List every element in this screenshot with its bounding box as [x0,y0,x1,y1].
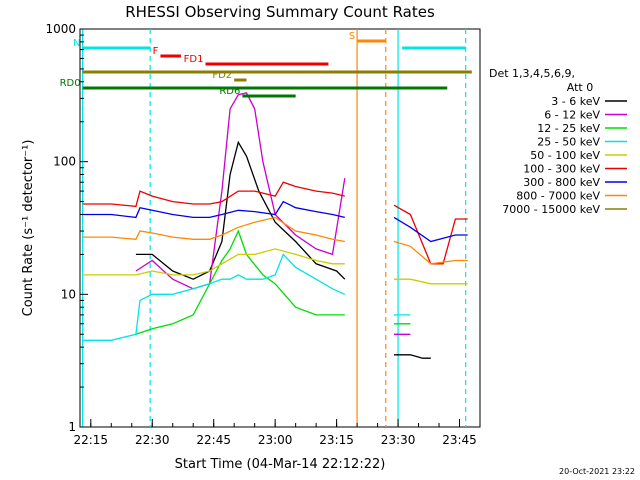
x-tick-label: 22:45 [196,433,231,447]
plot-frame [79,28,481,428]
series-line [82,216,345,243]
series-line [82,253,346,341]
flag-layer: N S F FD1 FD2 RD0 RD6 [60,31,472,98]
series-line [135,92,346,290]
legend-label: 100 - 300 keV [523,163,600,176]
series-line-tail [394,278,468,285]
y-tick-label: 100 [53,155,76,169]
x-tick-label: 23:15 [319,433,354,447]
series-line-tail [394,354,431,359]
y-axis: 1 10 100 1000 [45,22,88,434]
x-axis-title: Start Time (04-Mar-14 22:12:22) [175,457,386,472]
series-layer [82,92,468,359]
flag-label: S [349,31,355,42]
x-tick-label: 23:00 [258,433,293,447]
legend-label: 3 - 6 keV [551,95,600,108]
y-tick-label: 10 [61,287,76,301]
flag-label: RD0 [60,78,81,89]
legend-label: 7000 - 15000 keV [502,203,600,216]
x-tick-label: 23:45 [442,433,477,447]
y-axis-title: Count Rate (s⁻¹ detector⁻¹) [21,140,36,317]
series-line [82,248,345,276]
series-line [135,229,345,335]
flag-label: F [153,46,159,57]
legend-label: 50 - 100 keV [530,149,600,162]
flag-label: RD6 [219,86,240,97]
series-line-tail [393,216,468,243]
x-tick-label: 22:30 [135,433,170,447]
x-tick-label: 23:30 [381,433,416,447]
legend-label: 25 - 50 keV [537,136,600,149]
y-tick-label: 1 [68,420,76,434]
series-line-tail [393,204,468,265]
interval-layer [81,29,467,427]
flag-label: FD1 [184,54,204,65]
x-tick-label: 22:15 [73,433,108,447]
chart-title: RHESSI Observing Summary Count Rates [125,3,435,21]
legend-label: 300 - 800 keV [523,176,600,189]
series-line [82,200,345,219]
series-line-tail [393,240,468,265]
series-line [82,181,345,208]
legend-label: 6 - 12 keV [544,109,600,122]
flag-label: N [73,38,80,49]
legend-title-attenuator: Att 0 [567,81,593,94]
y-tick-label: 1000 [45,22,76,36]
legend-label: 800 - 7000 keV [516,190,600,203]
x-axis: 22:15 22:30 22:45 23:00 23:15 23:30 23:45 [73,419,481,447]
legend-title-detectors: Det 1,3,4,5,6,9, [489,67,575,80]
flag-label: FD2 [212,70,232,81]
generated-date: 20-Oct-2021 23:22 [559,467,635,476]
series-line [135,140,346,280]
legend-label: 12 - 25 keV [537,122,600,135]
